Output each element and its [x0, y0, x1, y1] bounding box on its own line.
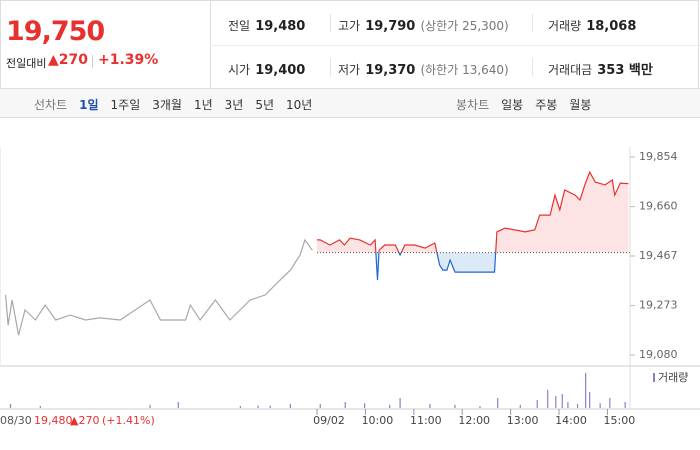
price-line-down [375, 252, 497, 281]
stat: 시가 19,400 [228, 59, 305, 78]
y-tick-label: 19,660 [639, 200, 678, 213]
stat: 거래대금 353 백만 [548, 59, 653, 78]
period-button[interactable]: 1주일 [110, 98, 141, 112]
legend-swatch [653, 373, 655, 382]
price-line-up [317, 170, 629, 253]
change-label: 전일대비 [6, 57, 47, 70]
x-tick-label: 14:00 [555, 414, 587, 427]
stat-label: 전일 [228, 19, 251, 33]
period-button[interactable]: 5년 [255, 98, 275, 112]
stat-label: 고가 [338, 19, 361, 33]
area-below [317, 252, 629, 281]
y-tick-label: 19,080 [639, 348, 678, 361]
change-rate: +1.39% [98, 52, 159, 68]
period-button[interactable]: 월봉 [569, 98, 592, 112]
divider [330, 58, 331, 76]
stat-label: 시가 [228, 63, 251, 77]
stat-note: (하한가 13,640) [420, 63, 509, 77]
divider [210, 45, 700, 46]
footer-change: ▲270 [70, 414, 99, 427]
candle-period-group: 봉차트 일봉 주봉 월봉 [456, 96, 591, 113]
stat-value: 18,068 [586, 19, 637, 34]
legend-label: 거래량 [658, 371, 688, 384]
stat: 저가 19,370 (하한가 13,640) [338, 59, 509, 78]
x-tick-label: 12:00 [458, 414, 490, 427]
x-tick-label: 09/02 [313, 414, 345, 427]
stat-value: 19,790 [365, 19, 416, 34]
stat-value: 353 백만 [597, 63, 653, 78]
toolbar-label: 봉차트 [456, 98, 490, 112]
period-button[interactable]: 주봉 [535, 98, 558, 112]
footer-date: 08/30 [0, 414, 32, 427]
footer-rate: (+1.41%) [102, 414, 155, 427]
period-button[interactable]: 10년 [286, 98, 313, 112]
y-tick-label: 19,467 [639, 249, 678, 262]
stat: 거래량 18,068 [548, 15, 636, 34]
divider [210, 0, 211, 88]
divider [92, 55, 93, 68]
stat-value: 19,370 [365, 63, 416, 78]
period-button[interactable]: 일봉 [501, 98, 524, 112]
period-button[interactable]: 1년 [193, 98, 213, 112]
x-tick-label: 13:00 [507, 414, 539, 427]
current-price: 19,750 [6, 16, 105, 47]
y-tick-label: 19,854 [639, 150, 678, 163]
chart: 08/30 19,480 ▲270 (+1.41%) 19,080 19,273 1… [0, 147, 700, 427]
header-box [0, 0, 699, 88]
x-tick-label: 10:00 [362, 414, 394, 427]
stat: 고가 19,790 (상한가 25,300) [338, 15, 509, 34]
stat-label: 저가 [338, 63, 361, 77]
period-button[interactable]: 3개월 [152, 98, 182, 112]
x-tick-label: 15:00 [604, 414, 636, 427]
stat-label: 거래대금 [548, 63, 593, 77]
toolbar [0, 88, 700, 118]
stat-value: 19,480 [255, 19, 306, 34]
line-period-group: 선차트 1일 1주일 3개월 1년 3년 5년 10년 [34, 96, 312, 113]
divider [532, 14, 533, 32]
footer-price: 19,480 [34, 414, 73, 427]
toolbar-label: 선차트 [34, 98, 68, 112]
area-above [317, 172, 629, 253]
price-line [5, 238, 313, 336]
change: ▲270 [48, 52, 88, 68]
divider [330, 14, 331, 32]
stat-label: 거래량 [548, 19, 582, 33]
y-tick-label: 19,273 [639, 299, 678, 312]
divider [532, 58, 533, 76]
period-button[interactable]: 3년 [224, 98, 244, 112]
stat: 전일 19,480 [228, 15, 305, 34]
period-button[interactable]: 1일 [79, 98, 99, 112]
stat-note: (상한가 25,300) [420, 19, 509, 33]
x-tick-label: 11:00 [410, 414, 442, 427]
stat-value: 19,400 [255, 63, 306, 78]
